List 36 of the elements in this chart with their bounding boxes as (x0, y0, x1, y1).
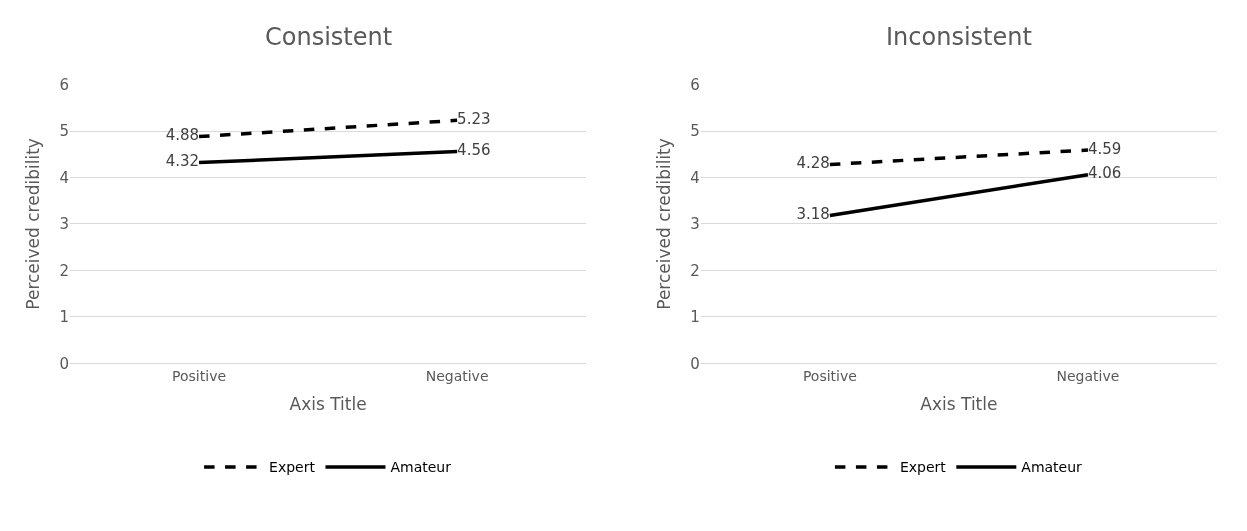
y-tick-label: 5 (59, 122, 69, 141)
chart-title: Consistent (265, 23, 393, 51)
y-tick-label: 6 (59, 75, 69, 94)
y-tick-label: 2 (690, 261, 700, 280)
y-tick-label: 4 (59, 168, 69, 187)
legend-label: Amateur (1021, 459, 1083, 476)
x-tick-label: Negative (425, 368, 489, 385)
y-tick-label: 1 (690, 308, 700, 327)
y-axis-title: Perceived credibility (23, 138, 43, 310)
x-tick-label: Negative (1056, 368, 1120, 385)
y-tick-label: 1 (59, 308, 69, 327)
y-tick-label: 3 (59, 215, 69, 234)
chart-title: Inconsistent (886, 23, 1032, 51)
y-tick-label: 4 (690, 168, 700, 187)
data-label: 3.18 (796, 205, 830, 224)
y-tick-label: 2 (59, 261, 69, 280)
data-label: 4.56 (457, 141, 491, 160)
y-axis-title: Perceived credibility (653, 138, 674, 310)
data-label: 4.88 (165, 126, 200, 145)
y-tick-label: 6 (690, 75, 700, 94)
x-axis-title: Axis Title (920, 394, 998, 415)
data-label: 4.59 (1087, 139, 1122, 158)
data-label: 4.28 (796, 154, 830, 173)
x-axis-title: Axis Title (289, 394, 367, 415)
legend-label: Expert (269, 459, 316, 476)
legend-label: Expert (899, 459, 947, 476)
x-tick-label: Positive (172, 368, 227, 385)
data-label: 4.32 (165, 152, 200, 171)
y-tick-label: 0 (59, 354, 69, 373)
data-label: 5.23 (457, 110, 491, 129)
y-tick-label: 3 (690, 215, 700, 234)
y-tick-label: 0 (690, 354, 700, 373)
data-label: 4.06 (1087, 164, 1122, 183)
y-tick-label: 5 (690, 122, 700, 141)
x-tick-label: Positive (802, 368, 857, 385)
legend-label: Amateur (390, 459, 452, 476)
